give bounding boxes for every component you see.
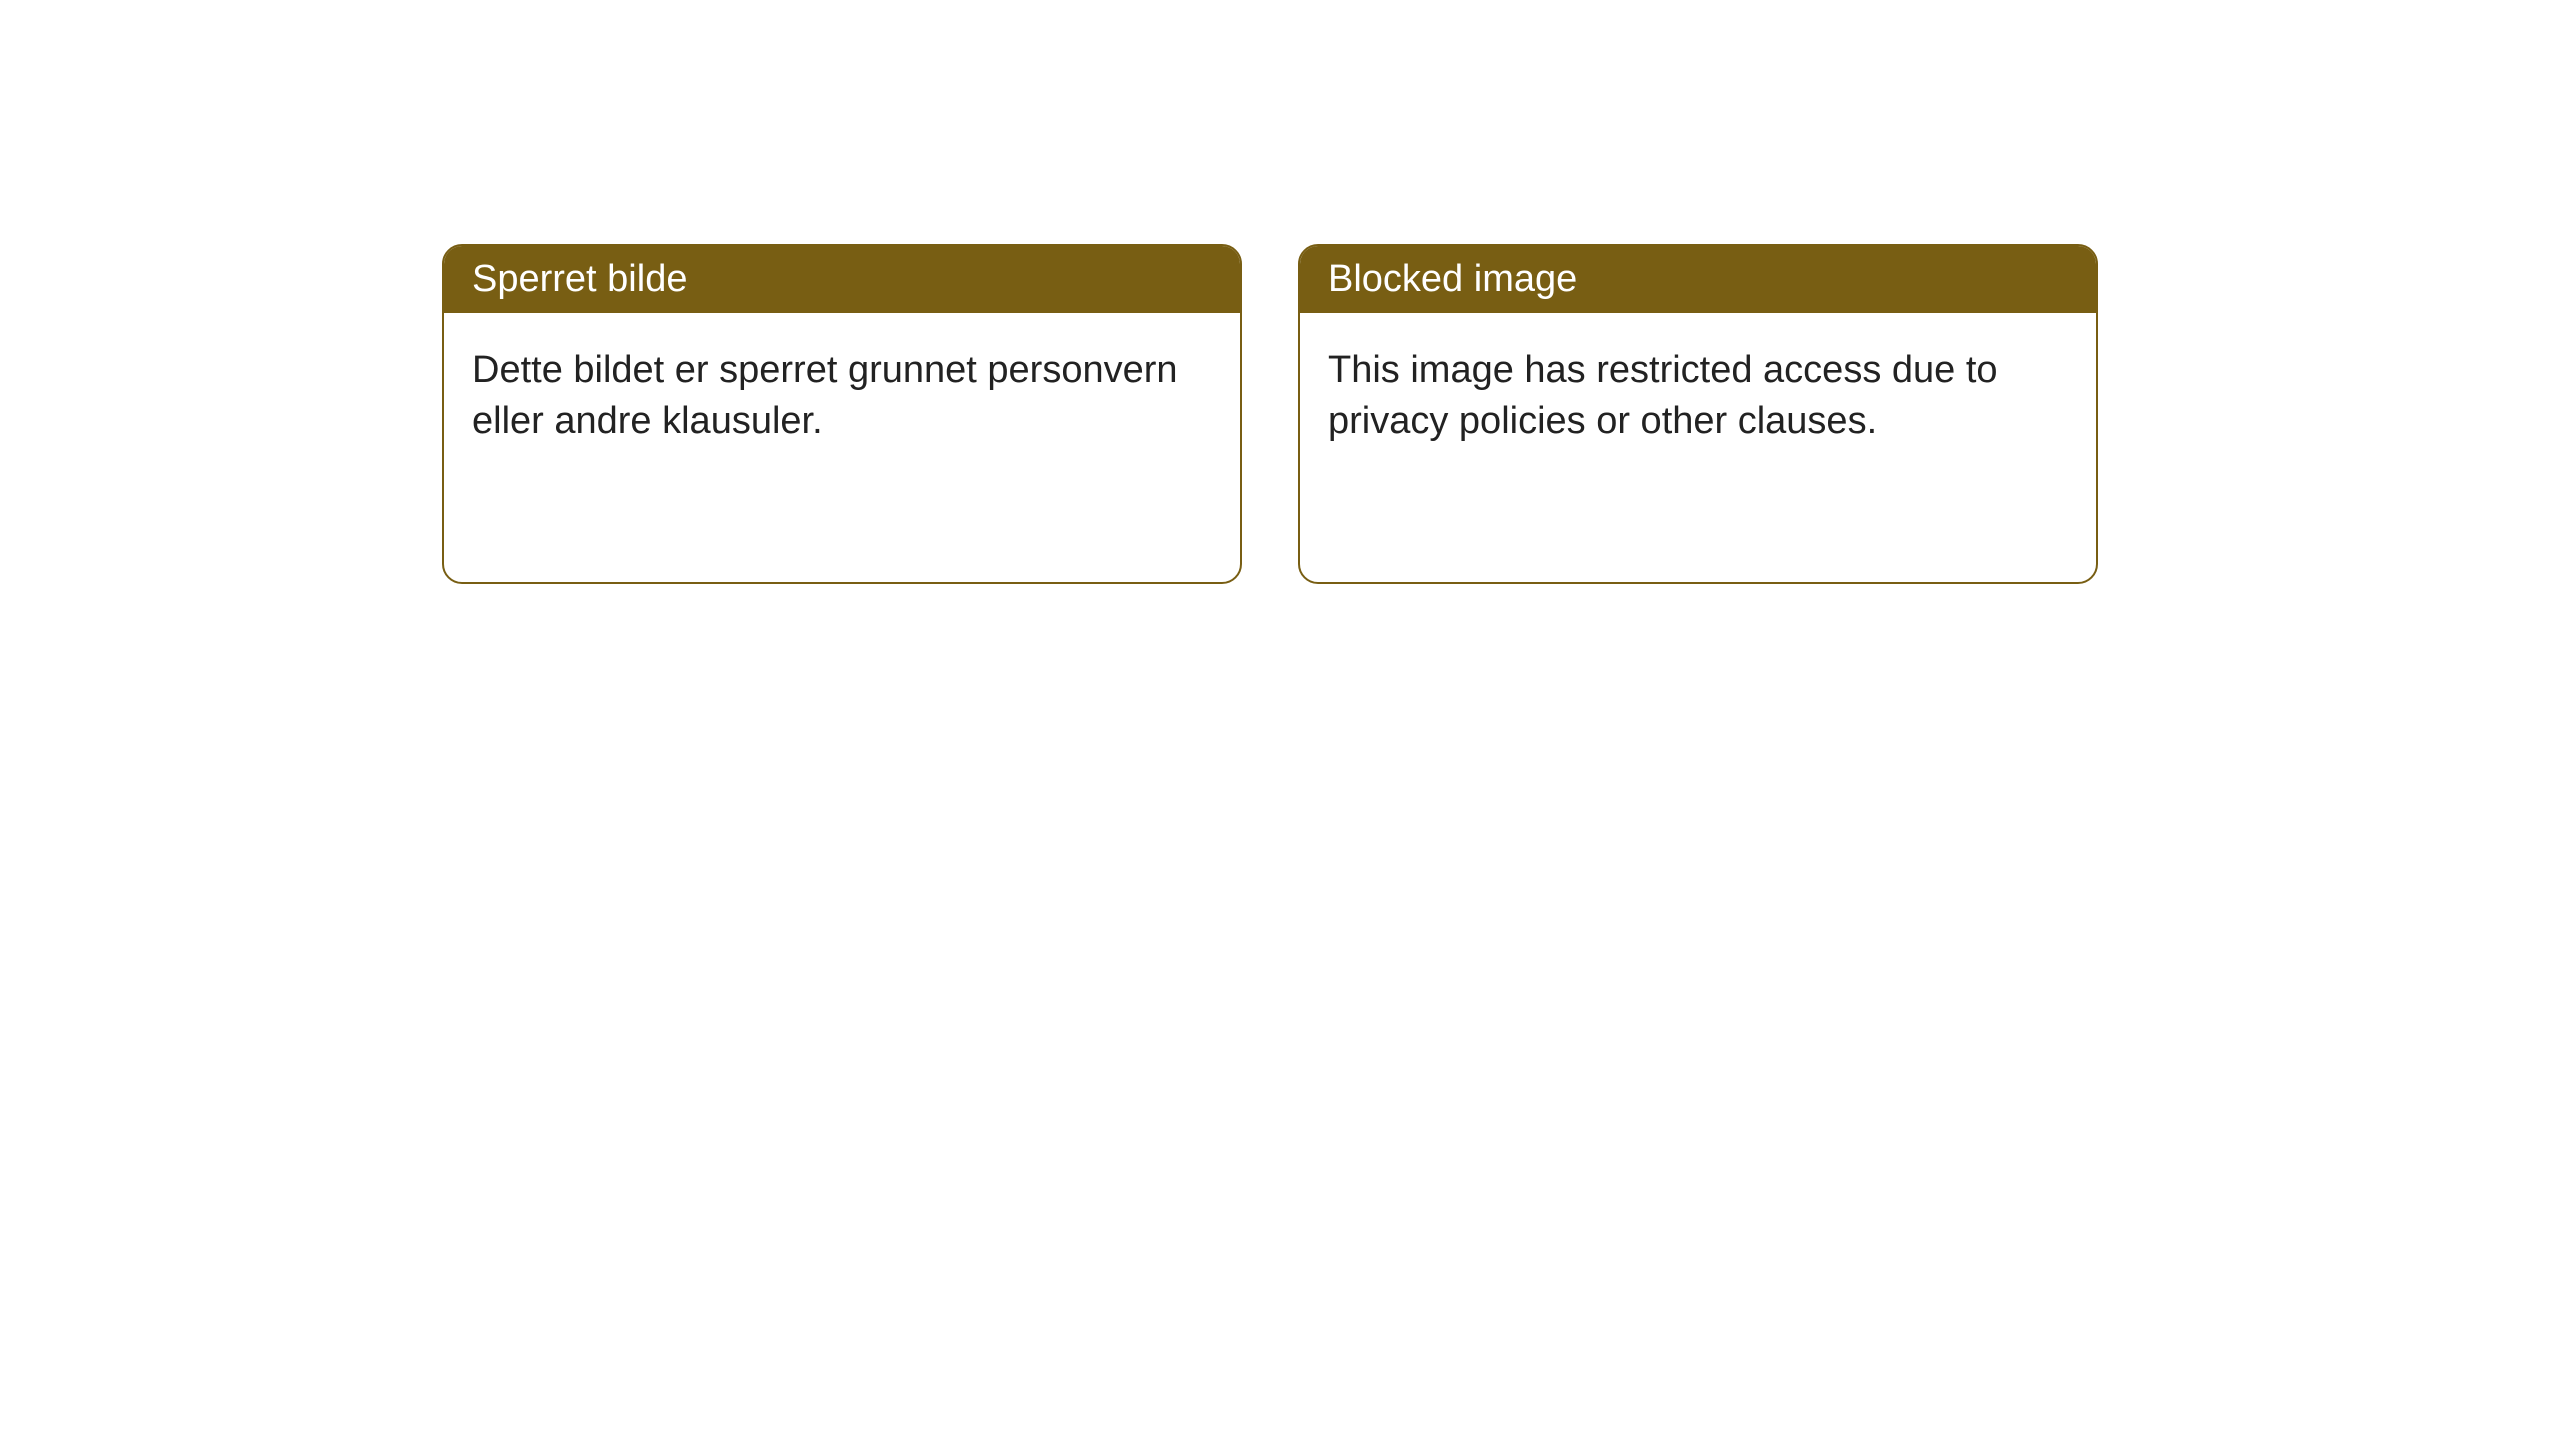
card-body: Dette bildet er sperret grunnet personve…: [444, 313, 1240, 480]
card-body-text: This image has restricted access due to …: [1328, 349, 1998, 442]
card-body: This image has restricted access due to …: [1300, 313, 2096, 480]
card-header: Blocked image: [1300, 246, 2096, 313]
notice-cards-container: Sperret bilde Dette bildet er sperret gr…: [0, 0, 2560, 584]
notice-card-english: Blocked image This image has restricted …: [1298, 244, 2098, 584]
card-title: Sperret bilde: [472, 258, 687, 300]
card-body-text: Dette bildet er sperret grunnet personve…: [472, 349, 1178, 442]
card-header: Sperret bilde: [444, 246, 1240, 313]
notice-card-norwegian: Sperret bilde Dette bildet er sperret gr…: [442, 244, 1242, 584]
card-title: Blocked image: [1328, 258, 1577, 300]
